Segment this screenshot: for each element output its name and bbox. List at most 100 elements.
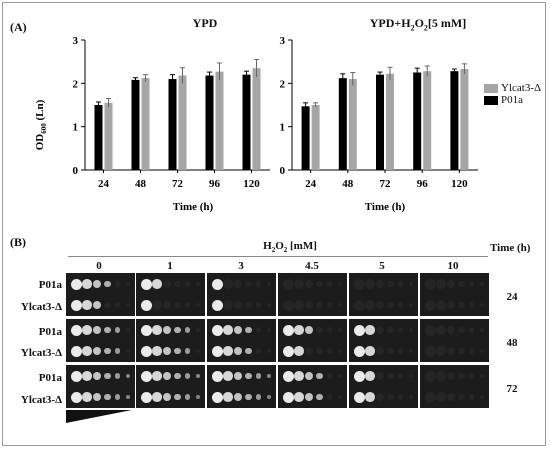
x-tick-label: 96 bbox=[417, 178, 429, 190]
colony-spot bbox=[141, 324, 152, 336]
colony-spot bbox=[294, 325, 304, 335]
colony-spot bbox=[212, 370, 223, 382]
colony-spot bbox=[152, 300, 162, 310]
colony-spot bbox=[126, 328, 130, 332]
legend-item-mutant: Ylcat3-Δ bbox=[484, 82, 541, 94]
colony-spot bbox=[267, 349, 271, 353]
colony-spot bbox=[256, 327, 262, 333]
spot-plate bbox=[349, 273, 418, 316]
colony-spot bbox=[376, 300, 385, 310]
legend-swatch-mutant bbox=[484, 83, 498, 93]
colony-spot bbox=[196, 395, 200, 399]
x-tick-label: 48 bbox=[135, 178, 147, 190]
colony-spot bbox=[398, 348, 404, 354]
colony-spot bbox=[316, 280, 323, 288]
colony-spot bbox=[174, 347, 181, 355]
colony-spot bbox=[152, 279, 162, 289]
colony-spot bbox=[365, 392, 375, 402]
spot-plate bbox=[278, 365, 347, 408]
colony-spot bbox=[398, 327, 404, 333]
chart-2-xlabel: Time (h) bbox=[365, 201, 406, 213]
colony-spot bbox=[387, 347, 394, 355]
colony-spot bbox=[425, 345, 436, 357]
colony-spot bbox=[141, 370, 152, 382]
colony-spot bbox=[115, 327, 121, 333]
colony-spot bbox=[480, 282, 484, 286]
colony-spot bbox=[185, 373, 191, 379]
colony-spot bbox=[163, 300, 172, 310]
spot-plate bbox=[207, 273, 276, 316]
x-tick-label: 120 bbox=[451, 178, 468, 190]
colony-spot bbox=[398, 281, 404, 287]
colony-spot bbox=[294, 392, 304, 402]
colony-spot bbox=[141, 278, 152, 290]
strain-label: P01a bbox=[38, 326, 62, 338]
spot-plate bbox=[66, 319, 135, 362]
legend-item-wildtype: P01a bbox=[484, 94, 541, 106]
colony-spot bbox=[223, 300, 233, 310]
strain-label: P01a bbox=[38, 372, 62, 384]
colony-spot bbox=[82, 371, 92, 381]
colony-spot bbox=[327, 373, 333, 379]
colony-spot bbox=[409, 328, 413, 332]
colony-spot bbox=[447, 300, 456, 310]
colony-spot bbox=[93, 300, 102, 310]
panel-a-label: (A) bbox=[10, 20, 27, 34]
chart-1-title: YPD bbox=[192, 16, 218, 30]
h2o2-header: H2O2 [mM] bbox=[250, 240, 330, 254]
y-tick-label: 3 bbox=[280, 35, 286, 47]
colony-spot bbox=[126, 395, 130, 399]
strain-label: P01a bbox=[38, 279, 62, 291]
ylabel-part: OD bbox=[34, 134, 46, 151]
colony-spot bbox=[283, 278, 294, 290]
colony-spot bbox=[115, 302, 121, 308]
colony-spot bbox=[71, 299, 82, 311]
colony-spot bbox=[115, 373, 121, 379]
colony-spot bbox=[212, 299, 223, 311]
colony-spot bbox=[469, 281, 475, 287]
colony-spot bbox=[458, 280, 465, 288]
colony-spot bbox=[480, 374, 484, 378]
colony-spot bbox=[338, 349, 342, 353]
strain-label: Ylcat3-Δ bbox=[20, 347, 62, 359]
strain-label: Ylcat3-Δ bbox=[20, 301, 62, 313]
ylabel-sub: 600 bbox=[40, 123, 48, 134]
bar bbox=[450, 71, 459, 170]
h2o2-part: O bbox=[275, 240, 284, 252]
colony-spot bbox=[398, 302, 404, 308]
bar bbox=[104, 102, 113, 170]
bar bbox=[205, 75, 214, 170]
chart-1-plot: 0 1 2 3 24 48 72 96 120 bbox=[73, 35, 270, 190]
bar-charts: 0 1 2 3 24 48 72 96 120 0 1 2 3 24 48 72 96 120 OD600 (L… bbox=[34, 35, 478, 213]
colony-spot bbox=[152, 392, 162, 402]
colony-spot bbox=[447, 371, 456, 381]
colony-spot bbox=[141, 391, 152, 403]
colony-spot bbox=[104, 326, 111, 334]
colony-spot bbox=[71, 324, 82, 336]
colony-spot bbox=[354, 391, 365, 403]
colony-spot bbox=[93, 371, 102, 381]
colony-spot bbox=[104, 393, 111, 401]
colony-spot bbox=[115, 394, 121, 400]
colony-spot bbox=[104, 347, 111, 355]
colony-spot bbox=[327, 348, 333, 354]
legend-label-wildtype: P01a bbox=[501, 94, 523, 106]
colony-spot bbox=[354, 345, 365, 357]
colony-spot bbox=[305, 346, 314, 356]
colony-spot bbox=[104, 372, 111, 380]
spot-plate bbox=[66, 365, 135, 408]
colony-spot bbox=[387, 372, 394, 380]
colony-spot bbox=[294, 346, 304, 356]
colony-spot bbox=[185, 302, 191, 308]
colony-spot bbox=[469, 394, 475, 400]
colony-spot bbox=[469, 348, 475, 354]
colony-spot bbox=[245, 393, 252, 401]
time-header: Time (h) bbox=[490, 242, 531, 254]
colony-spot bbox=[104, 301, 111, 309]
y-tick-label: 3 bbox=[73, 35, 79, 47]
colony-spot bbox=[245, 280, 252, 288]
conc-label: 1 bbox=[167, 260, 173, 272]
colony-spot bbox=[163, 346, 172, 356]
colony-spot bbox=[245, 301, 252, 309]
bar bbox=[376, 74, 384, 170]
